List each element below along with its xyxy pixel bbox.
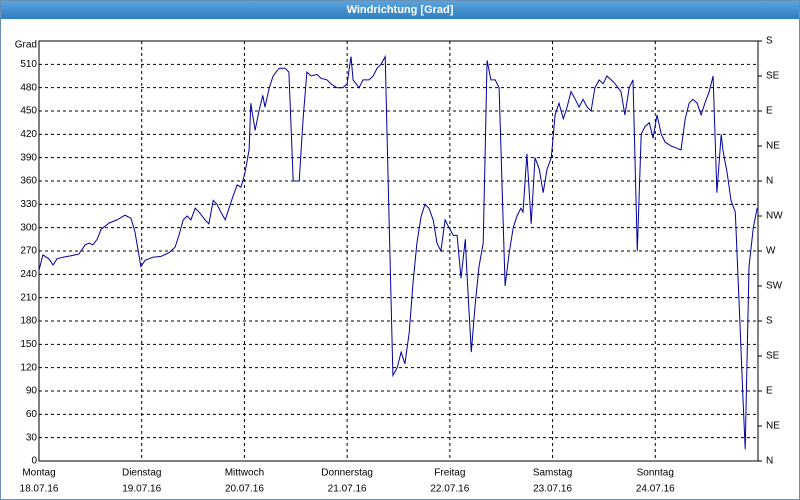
y-tick-label: 30 [26,432,38,443]
y-tick-label: 300 [20,222,37,233]
x-tick-label: Samstag [533,468,572,479]
y-tick-label: 420 [20,129,37,140]
y2-tick-label: N [766,456,773,467]
y-tick-label: Grad [15,40,37,51]
y2-tick-label: W [766,246,776,257]
y2-tick-label: SE [766,351,780,362]
y-tick-label: 330 [20,199,37,210]
y2-tick-label: NE [766,421,780,432]
x-tick-date: 18.07.16 [20,484,59,495]
x-tick-date: 24.07.16 [636,484,675,495]
y-tick-label: 240 [20,269,37,280]
x-tick-label: Donnerstag [321,468,373,479]
y2-tick-label: SE [766,71,780,82]
y2-tick-label: NE [766,141,780,152]
y-tick-label: 480 [20,82,37,93]
y-tick-label: 390 [20,152,37,163]
x-tick-date: 23.07.16 [533,484,572,495]
y-tick-label: 60 [26,409,38,420]
y-tick-label: 360 [20,176,37,187]
y-tick-label: 90 [26,386,38,397]
y-tick-label: 150 [20,339,37,350]
y2-tick-label: SW [766,281,783,292]
y-tick-label: 120 [20,362,37,373]
plot-frame [38,40,759,462]
y-tick-label: 450 [20,106,37,117]
y-tick-label: 0 [31,456,37,467]
x-tick-date: 19.07.16 [122,484,161,495]
y-tick-label: 180 [20,316,37,327]
y2-tick-label: NW [766,211,783,222]
y2-tick-label: S [766,316,773,327]
x-tick-label: Dienstag [122,468,161,479]
y-tick-label: 210 [20,292,37,303]
x-tick-date: 21.07.16 [328,484,367,495]
x-tick-label: Montag [22,468,55,479]
y-tick-label: 510 [20,59,37,70]
y-tick-label: 270 [20,246,37,257]
y2-tick-label: N [766,176,773,187]
x-tick-date: 20.07.16 [225,484,264,495]
data-line [38,54,758,450]
chart-title: Windrichtung [Grad] [1,1,799,19]
y2-tick-label: E [766,386,773,397]
y2-tick-label: S [766,36,773,47]
x-tick-date: 22.07.16 [430,484,469,495]
x-tick-label: Mittwoch [225,468,264,479]
y2-tick-label: E [766,106,773,117]
x-tick-label: Freitag [434,468,465,479]
x-tick-label: Sonntag [637,468,674,479]
